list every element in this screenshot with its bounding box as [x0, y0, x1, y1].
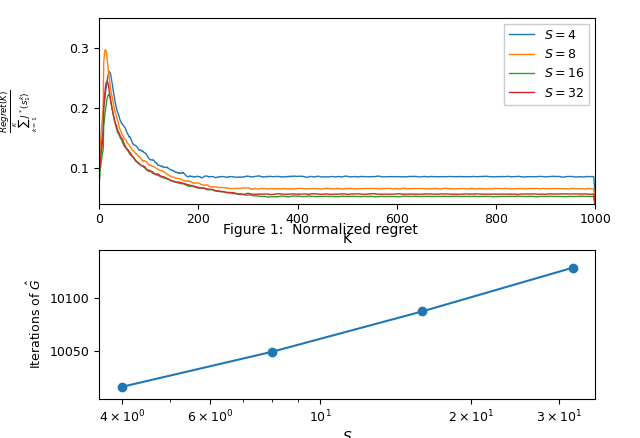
$S = 16$: [147, 169, 155, 174]
Text: Figure 1:  Normalized regret: Figure 1: Normalized regret: [223, 223, 417, 237]
$S = 32$: [96, 166, 104, 171]
Line: $S = 32$: $S = 32$: [100, 81, 595, 204]
$S = 8$: [591, 201, 599, 206]
Y-axis label: Iterations of $\hat{G}$: Iterations of $\hat{G}$: [26, 279, 44, 369]
$S = 32$: [297, 191, 305, 197]
$S = 32$: [483, 191, 490, 197]
$S = 16$: [315, 194, 323, 199]
$S = 8$: [96, 155, 104, 160]
$S = 16$: [105, 92, 113, 97]
$S = 16$: [591, 201, 598, 206]
$S = 4$: [315, 173, 323, 179]
Y-axis label: $\frac{Regret(K)}{\sum_{k=1}^{K} J^*(s_1^k)}$: $\frac{Regret(K)}{\sum_{k=1}^{K} J^*(s_1…: [0, 88, 40, 133]
X-axis label: K: K: [342, 232, 352, 246]
$S = 8$: [315, 186, 323, 191]
$S = 16$: [591, 201, 599, 206]
$S = 16$: [297, 194, 305, 199]
$S = 4$: [105, 69, 113, 74]
$S = 8$: [483, 186, 490, 191]
$S = 16$: [483, 194, 490, 199]
X-axis label: $S$: $S$: [342, 431, 353, 438]
$S = 32$: [147, 169, 155, 174]
$S = 8$: [102, 47, 109, 52]
$S = 32$: [591, 201, 599, 206]
$S = 8$: [147, 163, 155, 168]
$S = 16$: [492, 194, 499, 199]
$S = 8$: [492, 186, 499, 191]
$S = 4$: [492, 174, 499, 180]
$S = 8$: [436, 187, 444, 192]
$S = 32$: [315, 191, 323, 197]
$S = 8$: [297, 186, 305, 191]
Line: $S = 8$: $S = 8$: [100, 49, 595, 204]
$S = 32$: [492, 191, 499, 197]
$S = 4$: [147, 157, 155, 162]
Line: $S = 16$: $S = 16$: [100, 94, 595, 204]
$S = 32$: [103, 79, 111, 84]
$S = 4$: [297, 174, 305, 179]
$S = 4$: [591, 193, 599, 198]
$S = 4$: [96, 156, 104, 162]
$S = 32$: [436, 191, 444, 197]
$S = 16$: [96, 176, 104, 181]
$S = 4$: [436, 174, 444, 179]
$S = 4$: [483, 174, 490, 179]
Line: $S = 4$: $S = 4$: [100, 71, 595, 196]
$S = 16$: [436, 194, 444, 199]
Legend: $S = 4$, $S = 8$, $S = 16$, $S = 32$: $S = 4$, $S = 8$, $S = 16$, $S = 32$: [504, 24, 589, 105]
